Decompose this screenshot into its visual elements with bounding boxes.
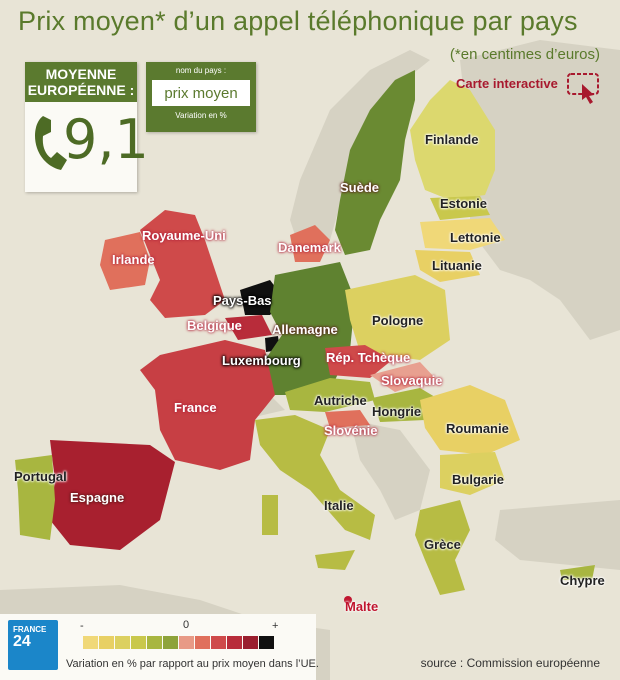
country-label[interactable]: Belgique xyxy=(187,318,242,333)
country-label[interactable]: Bulgarie xyxy=(452,472,505,487)
legend-plus: + xyxy=(272,620,279,632)
country-label[interactable]: Pays-Bas xyxy=(213,293,272,308)
phone-icon xyxy=(35,116,67,170)
map-autriche[interactable] xyxy=(285,378,375,412)
map-france[interactable] xyxy=(140,340,275,470)
map-rep-tcheque[interactable] xyxy=(325,345,392,378)
map-lituanie[interactable] xyxy=(415,250,480,282)
legend-color-scale xyxy=(83,636,275,649)
map-slovenie[interactable] xyxy=(325,410,370,428)
map-pologne[interactable] xyxy=(345,275,450,360)
legend-caption: Variation en % par rapport au prix moyen… xyxy=(66,658,319,670)
country-label[interactable]: Allemagne xyxy=(272,322,338,337)
country-label[interactable]: Grèce xyxy=(424,537,461,552)
map-bulgarie[interactable] xyxy=(440,452,505,495)
map-malte[interactable] xyxy=(344,596,352,604)
legend-panel: FRANCE 24 - 0 + Variation en % par rappo… xyxy=(0,614,319,680)
legend-swatch xyxy=(83,636,98,649)
country-label[interactable]: Espagne xyxy=(70,490,125,505)
legend-key-country: nom du pays : xyxy=(175,66,227,75)
legend-minus: - xyxy=(80,620,84,632)
france24-logo: FRANCE 24 xyxy=(8,620,58,670)
legend-key-price: prix moyen xyxy=(152,80,250,106)
average-value: 9,1 xyxy=(63,108,149,171)
map-lettonie[interactable] xyxy=(420,218,505,250)
map-chypre[interactable] xyxy=(560,565,595,580)
average-label: MOYENNE EUROPÉENNE : xyxy=(25,62,137,102)
country-label[interactable]: Lettonie xyxy=(450,230,501,245)
country-label[interactable]: Luxembourg xyxy=(222,353,301,368)
logo-line2: 24 xyxy=(13,633,31,650)
country-label[interactable]: Estonie xyxy=(440,196,487,211)
source-credit: source : Commission européenne xyxy=(420,656,600,670)
country-label[interactable]: Roumanie xyxy=(446,421,509,436)
legend-key-variation: Variation en % xyxy=(175,111,227,120)
map-grece[interactable] xyxy=(415,500,470,595)
country-label[interactable]: Slovaquie xyxy=(381,373,443,388)
legend-swatch xyxy=(243,636,258,649)
legend-swatch xyxy=(163,636,178,649)
map-sardaigne[interactable] xyxy=(262,495,278,535)
country-label[interactable]: Lituanie xyxy=(432,258,482,273)
country-label[interactable]: France xyxy=(174,400,217,415)
country-label[interactable]: Irlande xyxy=(112,252,155,267)
touch-pointer-icon[interactable] xyxy=(566,70,602,106)
page-title: Prix moyen* d’un appel téléphonique par … xyxy=(18,6,578,36)
map-irlande[interactable] xyxy=(100,232,150,290)
country-label[interactable]: Hongrie xyxy=(372,404,422,419)
legend-swatch xyxy=(227,636,242,649)
map-estonie[interactable] xyxy=(430,196,490,220)
map-roumanie[interactable] xyxy=(420,385,520,455)
map-espagne[interactable] xyxy=(50,440,175,550)
map-belgique[interactable] xyxy=(225,315,272,340)
country-label[interactable]: Royaume-Uni xyxy=(142,228,226,243)
legend-swatch xyxy=(147,636,162,649)
map-royaume-uni[interactable] xyxy=(140,210,225,318)
country-label[interactable]: Portugal xyxy=(14,469,67,484)
legend-swatch xyxy=(195,636,210,649)
country-label[interactable]: Autriche xyxy=(314,393,367,408)
legend-key-box: nom du pays : prix moyen Variation en % xyxy=(146,62,256,132)
legend-swatch xyxy=(259,636,274,649)
country-label[interactable]: Suède xyxy=(340,180,380,195)
non-eu-turkey xyxy=(495,500,620,570)
legend-swatch xyxy=(131,636,146,649)
non-eu-land xyxy=(460,40,620,340)
country-label[interactable]: Finlande xyxy=(425,132,479,147)
country-label[interactable]: Malte xyxy=(345,599,379,614)
legend-swatch xyxy=(115,636,130,649)
legend-swatch xyxy=(179,636,194,649)
non-eu-norway xyxy=(290,50,430,250)
map-sicile[interactable] xyxy=(315,550,355,570)
interactive-map-link[interactable]: Carte interactive xyxy=(456,76,558,91)
country-label[interactable]: Slovénie xyxy=(324,423,378,438)
country-label[interactable]: Chypre xyxy=(560,573,605,588)
country-label[interactable]: Rép. Tchèque xyxy=(326,350,411,365)
map-portugal[interactable] xyxy=(15,455,55,540)
logo-line1: FRANCE xyxy=(13,625,47,634)
map-italie[interactable] xyxy=(255,415,375,540)
map-suede[interactable] xyxy=(335,70,415,255)
legend-swatch xyxy=(211,636,226,649)
map-slovaquie[interactable] xyxy=(370,362,435,392)
legend-zero: 0 xyxy=(183,619,190,631)
country-label[interactable]: Danemark xyxy=(278,240,341,255)
country-label[interactable]: Italie xyxy=(324,498,354,513)
legend-swatch xyxy=(99,636,114,649)
map-finlande[interactable] xyxy=(410,80,495,200)
average-box: MOYENNE EUROPÉENNE : 9,1 xyxy=(25,62,149,192)
country-label[interactable]: Pologne xyxy=(372,313,424,328)
map-danemark[interactable] xyxy=(290,225,330,262)
page-subtitle: (*en centimes d’euros) xyxy=(449,46,600,63)
non-eu-balkans xyxy=(350,420,430,520)
